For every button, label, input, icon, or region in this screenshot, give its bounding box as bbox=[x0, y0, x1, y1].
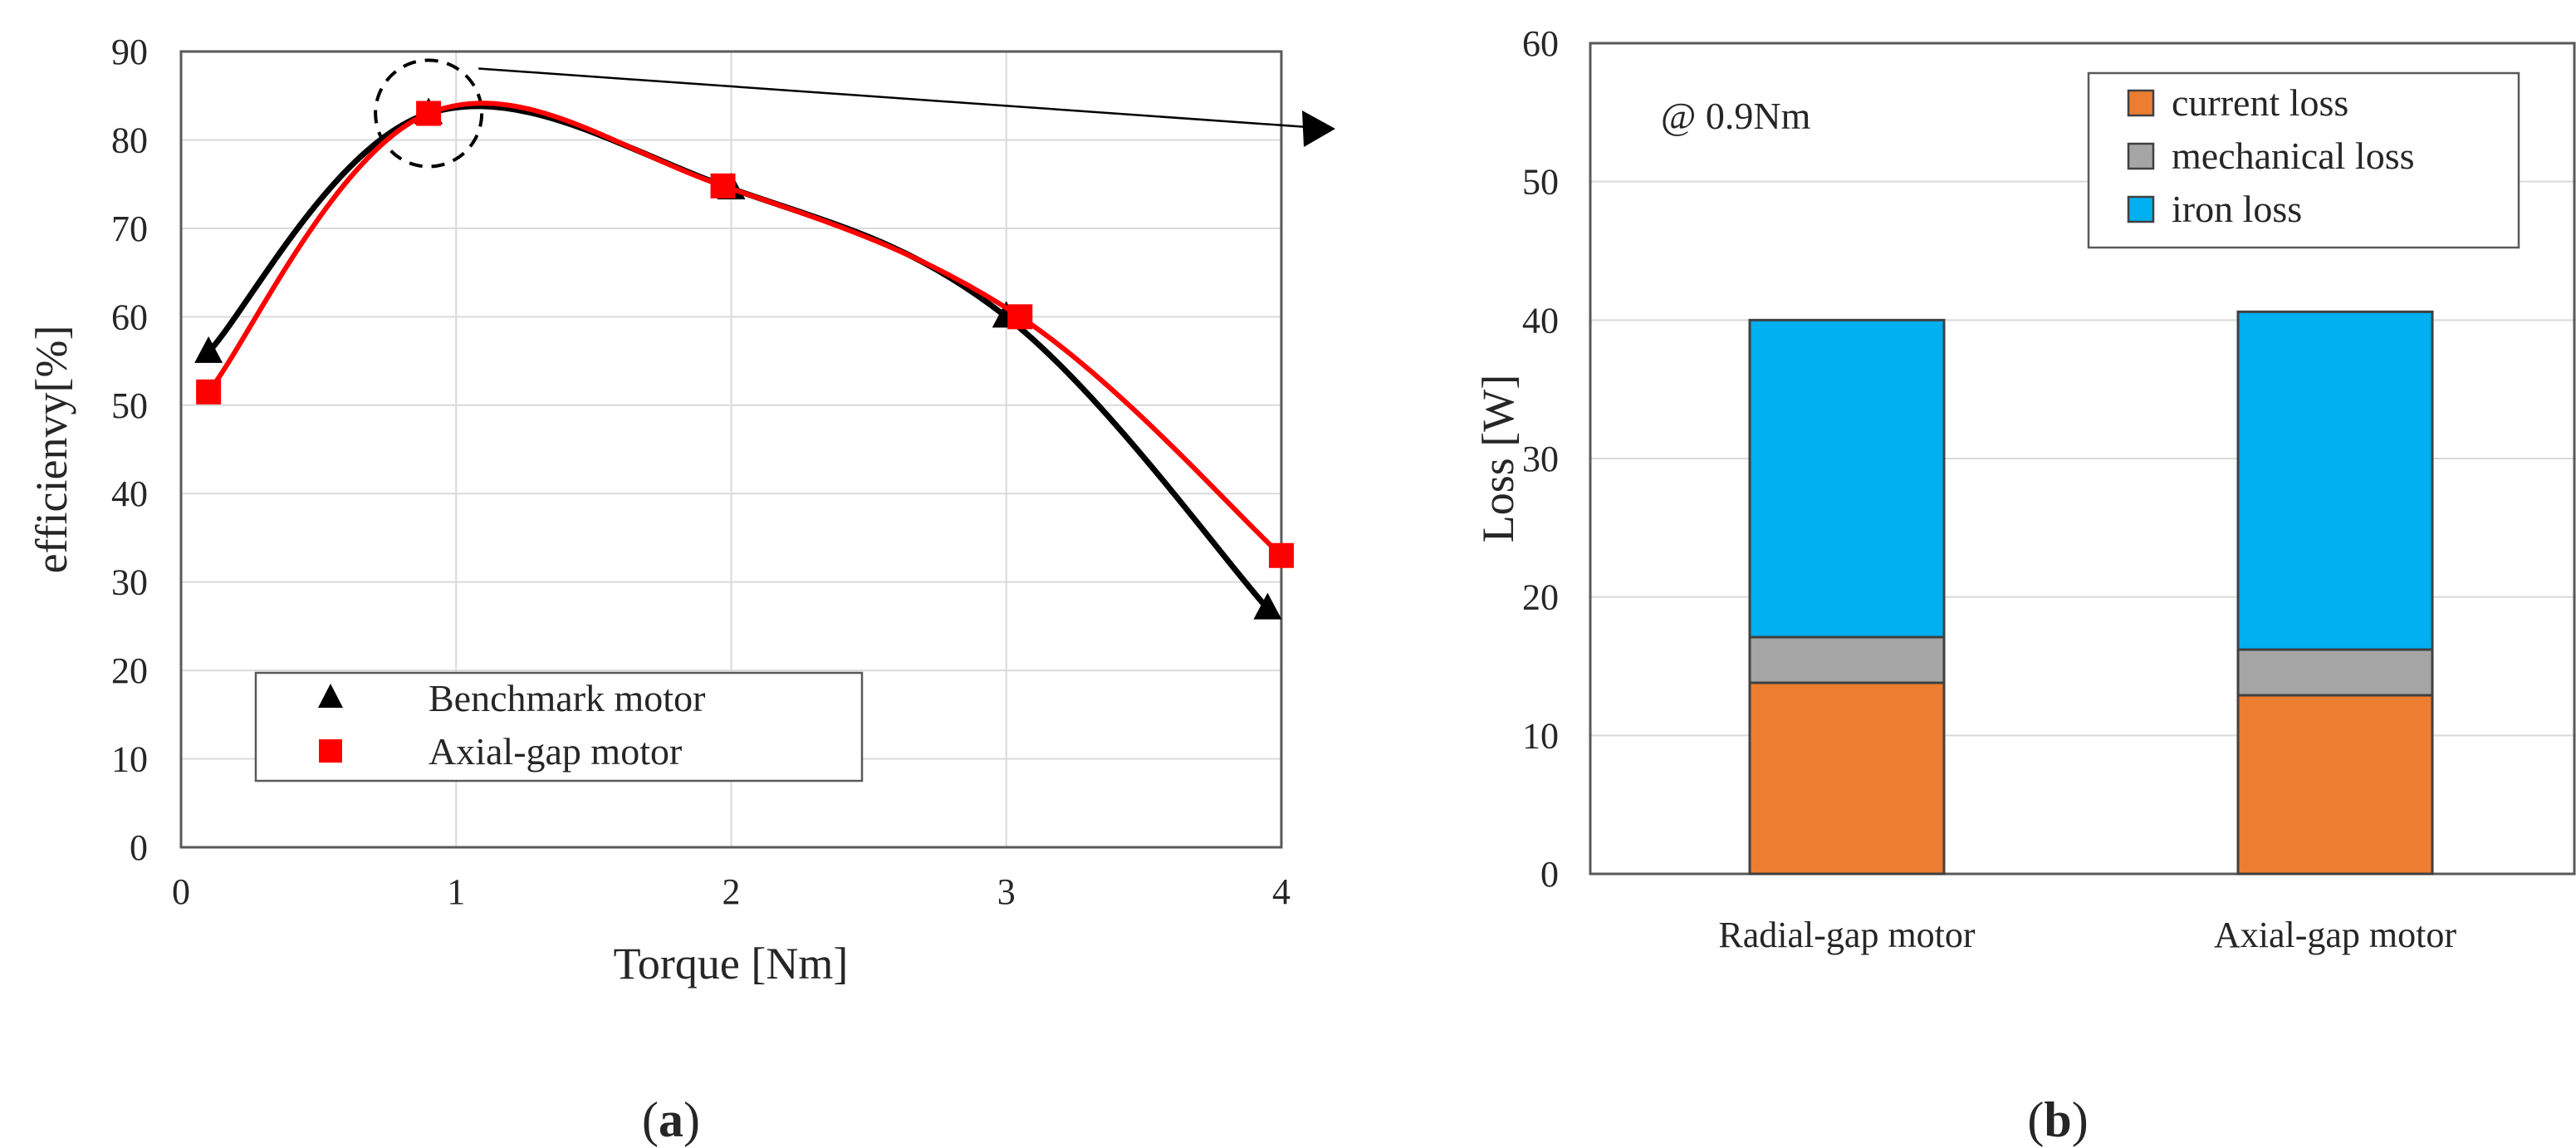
data-point-square bbox=[1269, 542, 1294, 568]
data-point-square bbox=[196, 379, 222, 405]
y-tick-label: 10 bbox=[1522, 715, 1559, 756]
data-point-square bbox=[416, 101, 442, 126]
y-tick-label: 40 bbox=[111, 473, 148, 514]
y-tick-label: 60 bbox=[1522, 23, 1559, 64]
y-tick-label: 50 bbox=[1522, 162, 1559, 203]
legend-label: Benchmark motor bbox=[429, 677, 705, 719]
legend-label: current loss bbox=[2172, 81, 2348, 124]
y-tick-label: 20 bbox=[1522, 577, 1559, 618]
y-tick-label: 90 bbox=[111, 32, 148, 72]
y-tick-label: 30 bbox=[1522, 439, 1559, 479]
bar-segment bbox=[2236, 310, 2434, 651]
data-point-square bbox=[1007, 304, 1033, 330]
legend-box bbox=[2087, 71, 2520, 249]
data-point-triangle bbox=[194, 336, 223, 363]
legend-label: iron loss bbox=[2172, 188, 2302, 230]
x-category-label: Axial-gap motor bbox=[2214, 915, 2456, 955]
bar-segment bbox=[2236, 648, 2434, 697]
x-category-label: Radial-gap motor bbox=[1718, 915, 1975, 955]
y-tick-label: 20 bbox=[111, 650, 148, 691]
legend-label: mechanical loss bbox=[2172, 135, 2415, 177]
y-axis-title: Loss [W] bbox=[1473, 375, 1523, 542]
y-tick-label: 80 bbox=[111, 120, 148, 160]
bar-segment bbox=[1748, 681, 1946, 876]
annotation-arrowhead bbox=[1302, 110, 1335, 147]
y-axis-title: efficienvy[%] bbox=[27, 326, 76, 574]
bar-segment bbox=[1748, 635, 1946, 684]
legend-swatch bbox=[2127, 195, 2155, 223]
legend-swatch bbox=[2127, 89, 2155, 117]
plot-area bbox=[1589, 42, 2576, 876]
annotation-arrow-line bbox=[478, 67, 1309, 129]
highlight-circle bbox=[374, 58, 484, 169]
x-tick-label: 2 bbox=[722, 871, 741, 912]
series-line-0 bbox=[206, 103, 1271, 611]
y-tick-label: 60 bbox=[111, 297, 148, 337]
legend-box bbox=[254, 671, 864, 783]
y-tick-label: 70 bbox=[111, 209, 148, 249]
series-line-1 bbox=[206, 101, 1284, 557]
y-tick-label: 50 bbox=[111, 385, 148, 426]
chart-b: 0 10 20 30 40 50 60 Loss [W] @ 0.9Nm Radial-gap m… bbox=[1473, 23, 2576, 955]
legend-marker-triangle bbox=[318, 684, 343, 708]
y-tick-label: 0 bbox=[1540, 854, 1559, 895]
bar-segment bbox=[2236, 694, 2434, 876]
y-tick-label: 0 bbox=[130, 827, 148, 868]
data-point-square bbox=[710, 173, 736, 199]
x-tick-label: 0 bbox=[172, 871, 190, 912]
panel-a-label: (a) bbox=[642, 1092, 700, 1147]
panel-b-label: (b) bbox=[2027, 1092, 2088, 1147]
x-tick-label: 4 bbox=[1272, 871, 1290, 912]
condition-annotation: @ 0.9Nm bbox=[1661, 95, 1811, 137]
data-point-triangle bbox=[1253, 592, 1282, 620]
y-tick-label: 30 bbox=[111, 562, 148, 603]
bar-segment bbox=[1748, 318, 1946, 639]
y-tick-label: 40 bbox=[1522, 300, 1559, 341]
x-tick-label: 3 bbox=[997, 871, 1016, 912]
plot-area bbox=[179, 50, 1283, 849]
legend-marker-square bbox=[319, 739, 342, 763]
chart-a: 0 10 20 30 40 50 60 70 80 90 0 1 2 3 4 Torque [Nm] effic… bbox=[27, 32, 1335, 989]
x-axis-title: Torque [Nm] bbox=[614, 939, 849, 989]
x-tick-label: 1 bbox=[447, 871, 465, 912]
y-tick-label: 10 bbox=[111, 739, 148, 780]
legend-swatch bbox=[2127, 142, 2155, 170]
legend-label: Axial-gap motor bbox=[429, 730, 682, 773]
